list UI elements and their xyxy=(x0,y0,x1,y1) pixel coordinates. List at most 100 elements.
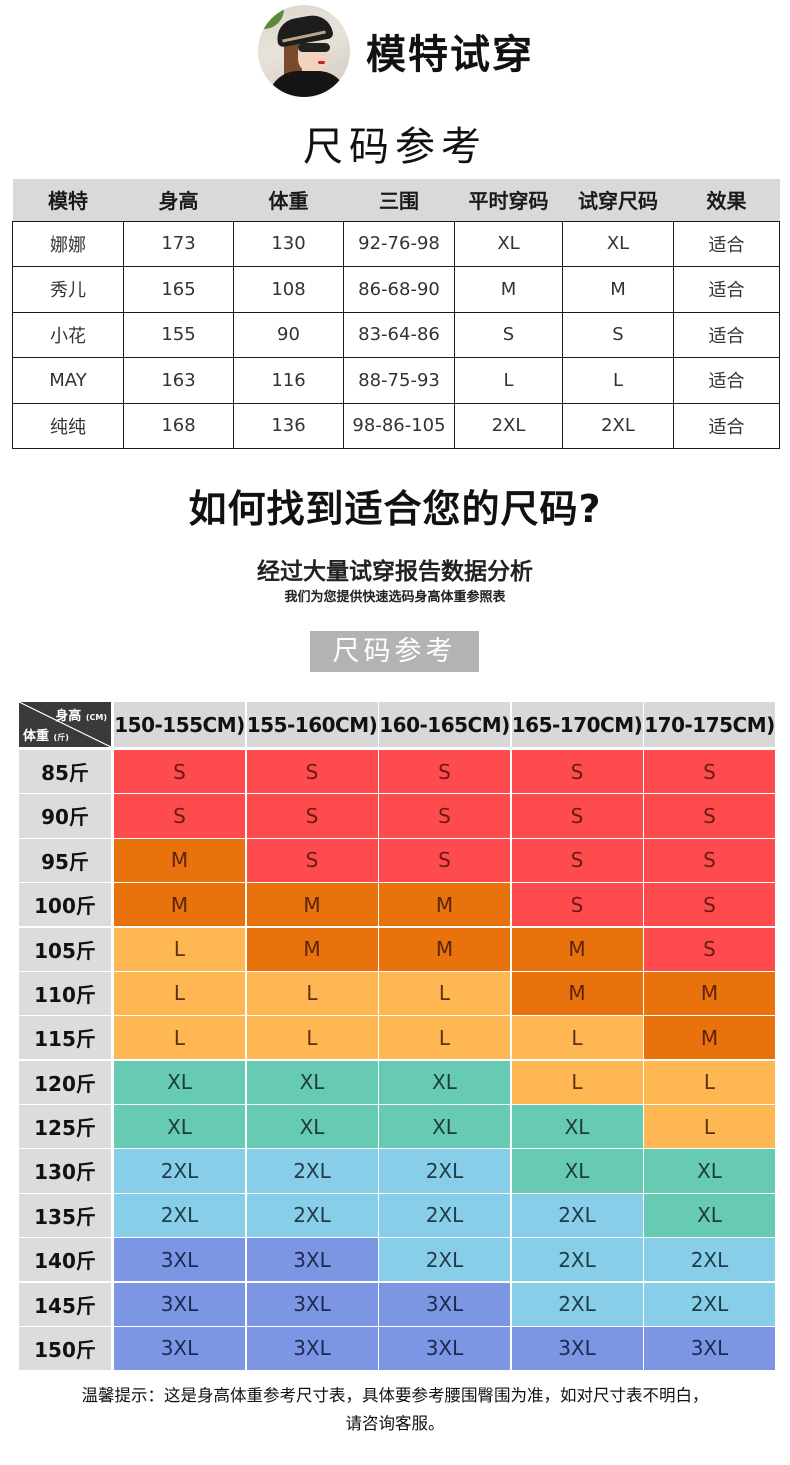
size-cell: XL xyxy=(511,1149,643,1193)
weight-row-header: 135斤 xyxy=(19,1193,111,1237)
cell-measurements: 83-64-86 xyxy=(343,311,455,358)
size-cell: XL xyxy=(114,1105,245,1149)
size-cell: 2XL xyxy=(246,1193,378,1237)
cell-weight: 130 xyxy=(233,220,344,267)
weight-row-header: 130斤 xyxy=(19,1149,111,1193)
col-header-effect: 效果 xyxy=(673,179,780,221)
find-size-heading: 如何找到适合您的尺码? xyxy=(188,487,602,531)
size-cell: 3XL xyxy=(644,1326,775,1371)
size-cell: M xyxy=(379,883,510,927)
size-cell: L xyxy=(114,927,245,971)
col-header-weight: 体重 xyxy=(233,179,344,221)
footer-tip-line2: 请咨询客服。 xyxy=(345,1414,445,1433)
height-column-header: 160-165CM) xyxy=(379,702,510,747)
size-cell: M xyxy=(246,883,378,927)
cell-tried-size: S xyxy=(562,311,674,358)
cell-effect: 适合 xyxy=(673,311,780,358)
size-cell: XL xyxy=(511,1105,643,1149)
size-cell: 2XL xyxy=(511,1282,643,1326)
grid-row: 95斤 M S S S S xyxy=(19,838,777,882)
col-header-measurements: 三围 xyxy=(343,179,455,221)
size-cell: S xyxy=(644,750,775,794)
cell-tried-size: L xyxy=(562,357,674,404)
cell-effect: 适合 xyxy=(673,266,780,313)
height-column-header: 150-155CM) xyxy=(114,702,245,747)
size-cell: L xyxy=(379,1016,510,1060)
cell-model: 小花 xyxy=(12,311,124,358)
size-cell: L xyxy=(511,1016,643,1060)
cell-height: 163 xyxy=(123,357,234,404)
size-cell: XL xyxy=(644,1193,775,1237)
size-cell: 3XL xyxy=(114,1238,245,1282)
col-header-height: 身高 xyxy=(123,179,234,221)
cell-weight: 116 xyxy=(233,357,344,404)
height-column-header: 155-160CM) xyxy=(246,702,378,747)
size-cell: S xyxy=(379,750,510,794)
size-cell: M xyxy=(379,927,510,971)
size-cell: XL xyxy=(114,1060,245,1104)
weight-row-header: 120斤 xyxy=(19,1060,111,1104)
cell-weight: 136 xyxy=(233,402,344,449)
grid-row: 105斤 L M M M S xyxy=(19,927,777,971)
size-cell: 2XL xyxy=(114,1149,245,1193)
grid-row: 100斤 M M M S S xyxy=(19,883,777,927)
size-cell: S xyxy=(511,794,643,838)
size-cell: 2XL xyxy=(246,1149,378,1193)
model-fitting-title: 模特试穿 xyxy=(366,32,534,78)
grid-row: 150斤 3XL 3XL 3XL 3XL 3XL xyxy=(19,1326,777,1371)
size-cell: L xyxy=(379,971,510,1016)
model-fitting-table: 模特 身高 体重 三围 平时穿码 试穿尺码 效果 娜娜 173 130 92-7… xyxy=(12,179,780,449)
size-cell: XL xyxy=(246,1060,378,1104)
size-cell: M xyxy=(114,838,245,882)
size-cell: L xyxy=(644,1060,775,1104)
size-cell: S xyxy=(511,838,643,882)
size-reference-badge: 尺码参考 xyxy=(310,631,479,672)
size-cell: XL xyxy=(644,1149,775,1193)
size-cell: S xyxy=(644,883,775,927)
model-avatar xyxy=(258,5,350,97)
size-cell: M xyxy=(511,971,643,1016)
size-cell: S xyxy=(246,838,378,882)
size-cell: M xyxy=(511,927,643,971)
size-cell: L xyxy=(644,1105,775,1149)
grid-row: 110斤 L L L M M xyxy=(19,971,777,1016)
col-header-usual-size: 平时穿码 xyxy=(454,179,563,221)
grid-corner-header: 身高 (CM) 体重 (斤) xyxy=(19,702,111,747)
size-cell: XL xyxy=(379,1105,510,1149)
col-header-model: 模特 xyxy=(12,179,124,221)
weight-row-header: 85斤 xyxy=(19,750,111,794)
size-cell: L xyxy=(511,1060,643,1104)
cell-measurements: 98-86-105 xyxy=(343,402,455,449)
table-header-row: 模特 身高 体重 三围 平时穿码 试穿尺码 效果 xyxy=(12,179,780,221)
weight-axis-label: 体重 (斤) xyxy=(23,729,69,744)
cell-measurements: 88-75-93 xyxy=(343,357,455,404)
grid-row: 115斤 L L L L M xyxy=(19,1016,777,1060)
size-cell: 2XL xyxy=(379,1238,510,1282)
weight-row-header: 105斤 xyxy=(19,927,111,971)
guide-subtitle: 经过大量试穿报告数据分析 xyxy=(257,559,533,585)
size-cell: S xyxy=(644,927,775,971)
size-cell: S xyxy=(114,794,245,838)
size-cell: S xyxy=(246,794,378,838)
weight-row-header: 125斤 xyxy=(19,1105,111,1149)
size-cell: 2XL xyxy=(379,1193,510,1237)
size-cell: 2XL xyxy=(644,1238,775,1282)
grid-body: 85斤 S S S S S 90斤 S S S S S 95斤 M S S S S 100斤 M M M S S 105斤 L M M… xyxy=(19,750,777,1371)
cell-model: 娜娜 xyxy=(12,220,124,267)
size-cell: S xyxy=(379,838,510,882)
size-cell: L xyxy=(114,1016,245,1060)
size-cell: 3XL xyxy=(246,1326,378,1371)
footer-tip-line1: 温馨提示：这是身高体重参考尺寸表，具体要参考腰围臀围为准，如对尺寸表不明白， xyxy=(81,1386,709,1405)
weight-row-header: 115斤 xyxy=(19,1016,111,1060)
grid-row: 135斤 2XL 2XL 2XL 2XL XL xyxy=(19,1193,777,1237)
cell-effect: 适合 xyxy=(673,402,780,449)
cell-tried-size: XL xyxy=(562,220,674,267)
weight-row-header: 145斤 xyxy=(19,1282,111,1326)
grid-row: 130斤 2XL 2XL 2XL XL XL xyxy=(19,1149,777,1193)
size-cell: S xyxy=(511,750,643,794)
cell-tried-size: M xyxy=(562,266,674,313)
size-cell: S xyxy=(644,838,775,882)
size-cell: 2XL xyxy=(511,1193,643,1237)
cell-weight: 108 xyxy=(233,266,344,313)
weight-row-header: 150斤 xyxy=(19,1326,111,1371)
